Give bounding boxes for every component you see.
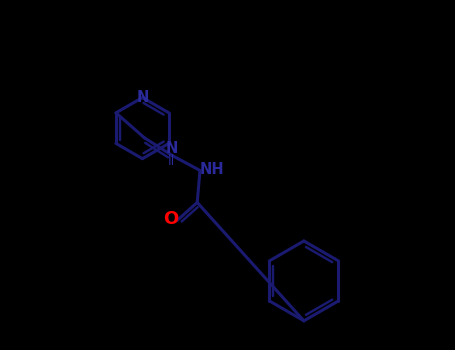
Text: NH: NH — [199, 162, 224, 177]
Text: N: N — [136, 90, 149, 105]
Text: N: N — [165, 141, 178, 156]
Text: O: O — [163, 210, 178, 229]
Text: ||: || — [168, 154, 175, 165]
